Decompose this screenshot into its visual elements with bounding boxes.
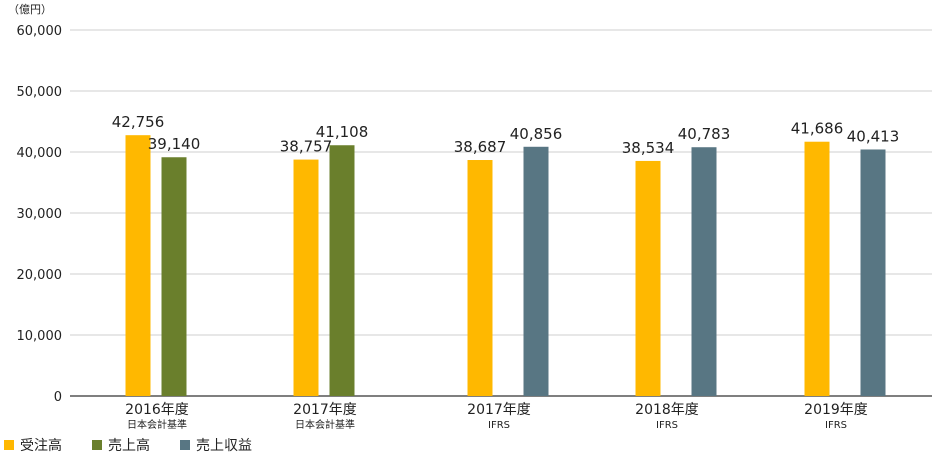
data-label: 39,140 [148,135,201,153]
legend-label: 受注高 [20,437,62,454]
x-tick-sublabel: 日本会計基準 [295,418,355,431]
y-tick-label: 0 [54,390,62,405]
legend-label: 売上高 [108,437,150,454]
x-tick-sublabel: IFRS [825,420,847,431]
y-tick-label: 40,000 [17,146,63,161]
bar-net-sales[interactable] [329,145,355,396]
data-label: 40,856 [510,125,563,143]
x-tick-label: 2017年度 [293,402,357,418]
bar-revenue[interactable] [523,146,549,396]
y-tick-label: 60,000 [17,24,63,39]
x-tick-sublabel: IFRS [488,420,510,431]
x-tick-sublabel: 日本会計基準 [127,418,187,431]
x-tick-sublabel: IFRS [656,420,678,431]
data-label: 41,686 [791,120,844,138]
legend-swatch [180,440,190,450]
legend-swatch [92,440,102,450]
y-axis-unit-label: （億円） [8,3,52,16]
bar-net-sales[interactable] [161,157,187,396]
y-tick-label: 10,000 [17,329,63,344]
bar-revenue[interactable] [860,149,886,396]
data-label: 42,756 [112,113,165,131]
bar-revenue[interactable] [691,147,717,396]
legend-label: 売上収益 [196,438,252,454]
data-label: 40,413 [847,127,900,145]
data-label: 38,757 [280,138,333,156]
y-tick-label: 20,000 [17,268,63,283]
bar-orders[interactable] [293,159,319,396]
data-label: 38,534 [622,139,675,157]
y-tick-label: 50,000 [17,85,63,100]
x-tick-label: 2019年度 [804,402,868,418]
bar-orders[interactable] [804,141,830,396]
x-tick-label: 2016年度 [125,402,189,418]
x-tick-label: 2017年度 [467,402,531,418]
bar-orders[interactable] [635,160,661,396]
bar-orders[interactable] [467,160,493,396]
x-tick-label: 2018年度 [635,402,699,418]
data-label: 40,783 [678,125,731,143]
legend-swatch [4,440,14,450]
data-label: 41,108 [316,123,369,141]
data-label: 38,687 [454,138,507,156]
y-tick-label: 30,000 [17,207,63,222]
bar-orders[interactable] [125,135,151,396]
